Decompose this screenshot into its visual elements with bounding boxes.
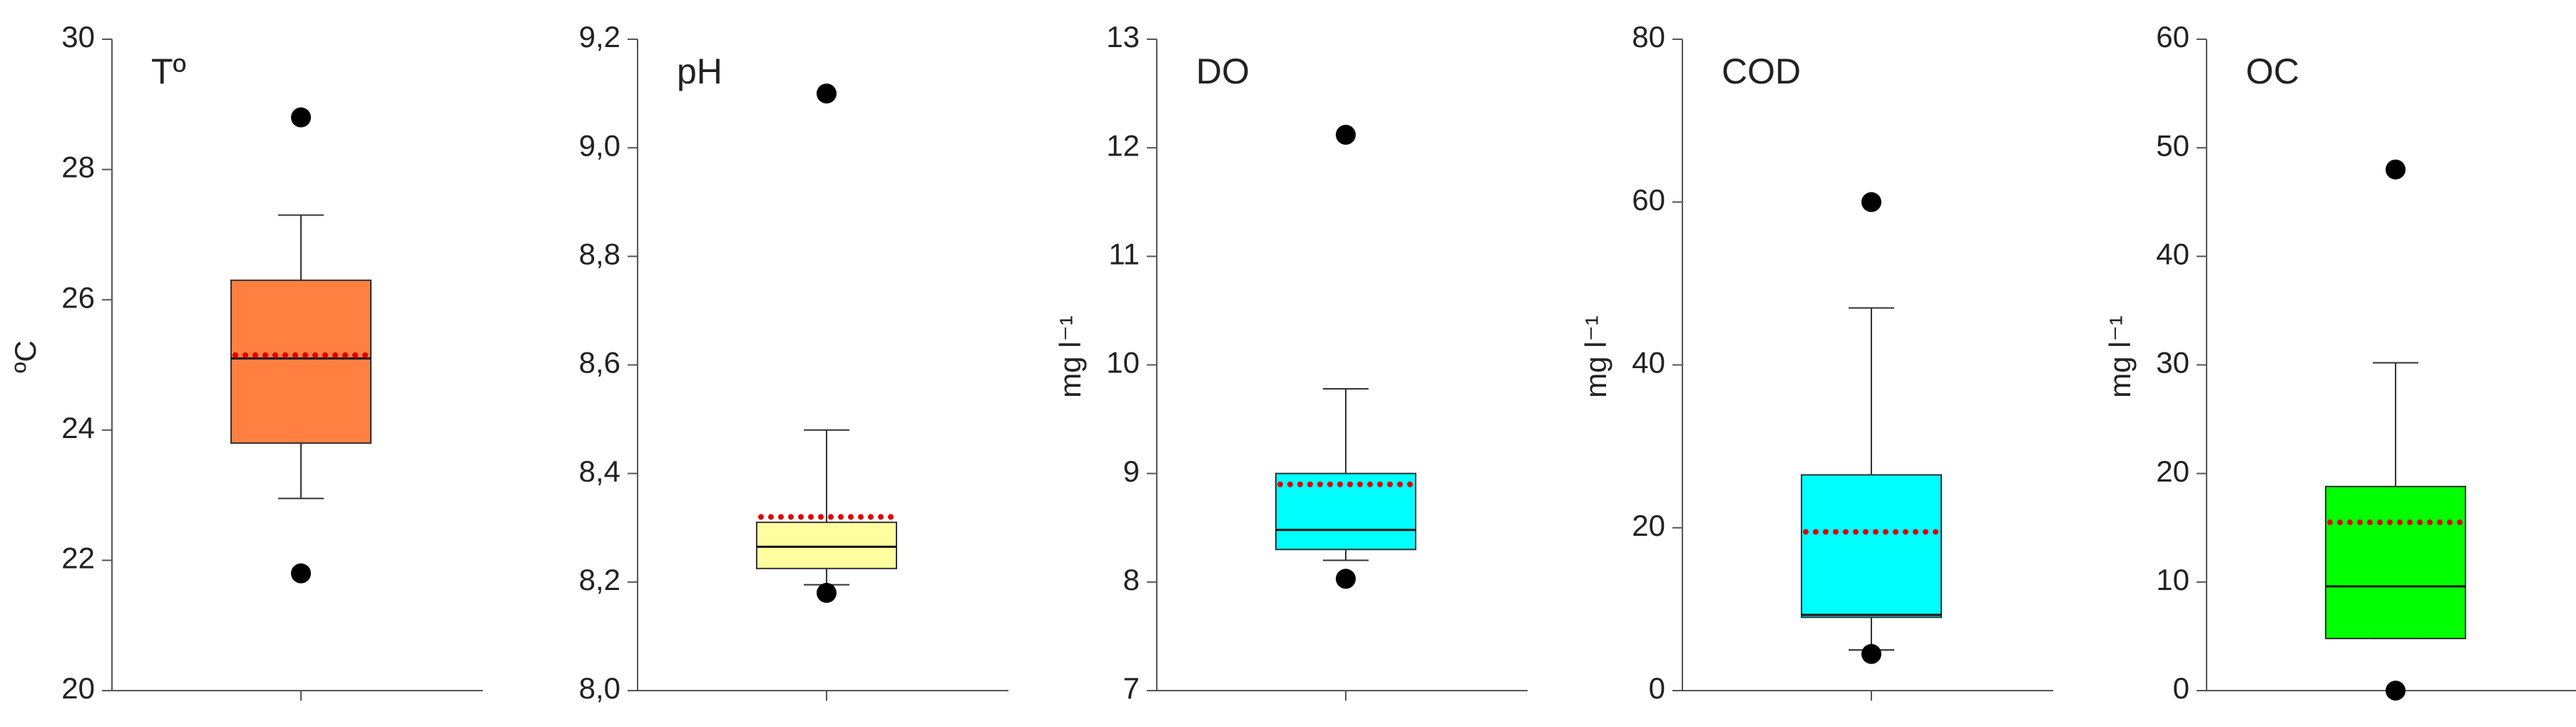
y-tick-label: 9,0 — [579, 128, 620, 162]
y-tick-label: 7 — [1123, 671, 1140, 705]
outlier — [817, 83, 837, 104]
y-tick-label: 20 — [2156, 454, 2189, 488]
outlier — [1336, 124, 1356, 145]
y-tick-label: 8,0 — [579, 671, 620, 705]
outlier — [291, 563, 311, 584]
y-axis-label: mg l⁻¹ — [2103, 315, 2137, 398]
y-tick-label: 20 — [1632, 509, 1665, 542]
y-tick-label: 24 — [61, 411, 95, 444]
y-tick-label: 28 — [61, 151, 95, 184]
panel-title: Tº — [151, 51, 186, 91]
y-tick-label: 30 — [61, 20, 95, 54]
panel-title: pH — [677, 51, 722, 91]
y-axis-label: mg l⁻¹ — [1053, 315, 1087, 398]
y-tick-label: 26 — [61, 280, 95, 314]
y-tick-label: 30 — [2156, 346, 2189, 380]
box — [1801, 474, 1942, 619]
y-tick-label: 9 — [1123, 454, 1140, 488]
box — [1275, 472, 1416, 551]
y-tick-label: 60 — [2156, 20, 2189, 54]
outlier — [2386, 681, 2406, 701]
y-tick-label: 40 — [1632, 346, 1665, 380]
box — [2325, 485, 2466, 639]
y-tick-label: 8,8 — [579, 237, 620, 270]
box — [230, 279, 372, 444]
outlier — [291, 107, 311, 128]
y-tick-label: 80 — [1632, 20, 1665, 54]
y-tick-label: 8,4 — [579, 454, 620, 488]
y-tick-label: 10 — [2156, 563, 2189, 596]
outlier — [2386, 159, 2406, 180]
y-tick-label: 11 — [1108, 237, 1140, 270]
y-tick-label: 8 — [1123, 563, 1140, 596]
y-tick-label: 13 — [1106, 20, 1140, 54]
panel-title: OC — [2246, 51, 2299, 91]
y-tick-label: 10 — [1106, 346, 1140, 380]
y-tick-label: 9,2 — [579, 20, 620, 54]
y-tick-label: 0 — [2173, 671, 2189, 705]
y-tick-label: 0 — [1649, 671, 1665, 705]
y-tick-label: 50 — [2156, 128, 2189, 162]
y-tick-label: 20 — [61, 671, 95, 705]
panel-title: DO — [1196, 51, 1249, 91]
outlier — [817, 583, 837, 604]
outlier — [1861, 192, 1881, 213]
y-tick-label: 12 — [1106, 128, 1140, 162]
y-axis-label: ºC — [9, 340, 42, 373]
box — [756, 522, 897, 569]
outlier — [1861, 644, 1881, 664]
y-axis-label: mg l⁻¹ — [1579, 315, 1612, 398]
y-tick-label: 8,6 — [579, 346, 620, 380]
outlier — [1336, 569, 1356, 589]
y-tick-label: 60 — [1632, 183, 1665, 216]
y-tick-label: 40 — [2156, 237, 2189, 270]
y-tick-label: 22 — [61, 541, 95, 574]
panel-title: COD — [1722, 51, 1801, 91]
y-tick-label: 8,2 — [579, 563, 620, 596]
